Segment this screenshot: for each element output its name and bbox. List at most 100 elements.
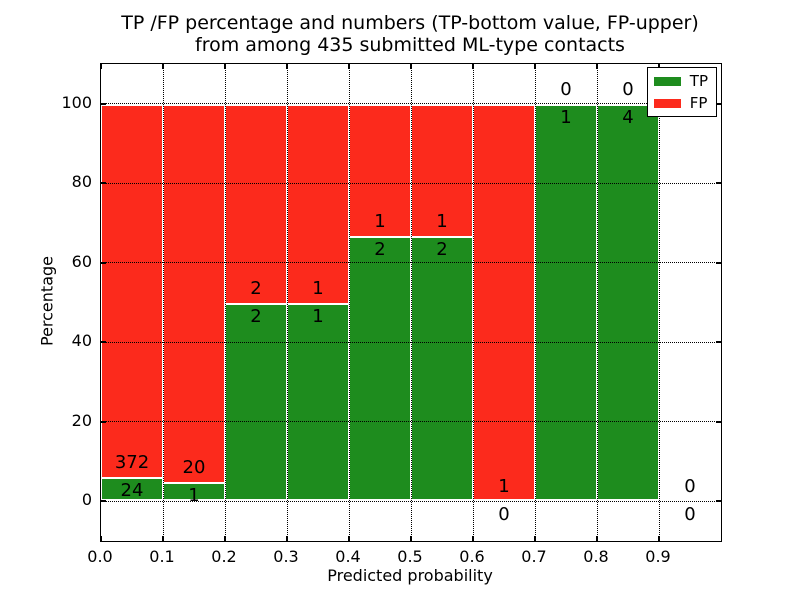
bar-label-fp-0.7-0.8: 0 — [560, 78, 572, 100]
bar-fp-0.4-0.5 — [350, 103, 410, 237]
xtick-bottom-0.7 — [534, 536, 536, 541]
ytick-right-80 — [716, 182, 721, 185]
bar-fp-0.5-0.6 — [412, 103, 472, 237]
ytick-left-100 — [101, 102, 106, 105]
y-tick-label-20: 20 — [71, 410, 92, 430]
gridline-x-0.6 — [472, 64, 474, 541]
xtick-bottom-0 — [100, 536, 102, 541]
fp-color-swatch-icon — [653, 98, 681, 108]
x-tick-label-0.2: 0.2 — [211, 547, 237, 566]
xtick-top-0.8 — [596, 64, 598, 69]
ytick-left-60 — [101, 261, 106, 264]
x-tick-label-0.5: 0.5 — [397, 547, 423, 566]
bar-label-tp-0.6-0.7: 0 — [498, 504, 510, 526]
x-axis-label: Predicted probability — [327, 566, 493, 585]
xtick-top-0.4 — [348, 64, 350, 69]
xtick-bottom-0.8 — [596, 536, 598, 541]
x-tick-label-0.7: 0.7 — [521, 547, 547, 566]
gridline-x-0.9 — [658, 64, 660, 541]
chart-title-line2: from among 435 submitted ML-type contact… — [195, 34, 625, 56]
x-tick-label-0.4: 0.4 — [335, 547, 361, 566]
bar-label-fp-0.9-1: 0 — [684, 476, 696, 498]
bar-tp-0.3-0.4 — [288, 302, 348, 502]
bar-tp-0.2-0.3 — [226, 302, 286, 502]
bar-label-fp-0.5-0.6: 1 — [436, 211, 448, 233]
y-tick-label-60: 60 — [71, 251, 92, 271]
bar-label-tp-0.5-0.6: 2 — [436, 239, 448, 261]
ytick-left-0 — [101, 500, 106, 503]
bar-label-tp-0.8-0.9: 4 — [622, 106, 634, 128]
chart-title: TP /FP percentage and numbers (TP-bottom… — [10, 12, 800, 56]
bar-label-fp-0-0.1: 372 — [114, 452, 150, 474]
bar-tp-0.4-0.5 — [350, 236, 410, 502]
ytick-right-100 — [716, 102, 721, 105]
ytick-left-80 — [101, 182, 106, 185]
y-tick-label-0: 0 — [81, 490, 92, 510]
y-tick-label-100: 100 — [61, 92, 92, 112]
ytick-right-0 — [716, 500, 721, 503]
bar-fp-0.3-0.4 — [288, 103, 348, 303]
ytick-right-40 — [716, 341, 721, 344]
x-tick-label-0.3: 0.3 — [273, 547, 299, 566]
xtick-bottom-0.1 — [162, 536, 164, 541]
xtick-top-0 — [100, 64, 102, 69]
bar-label-fp-0.3-0.4: 1 — [312, 277, 324, 299]
xtick-bottom-0.5 — [410, 536, 412, 541]
bar-label-fp-0.8-0.9: 0 — [622, 78, 634, 100]
x-tick-label-0.1: 0.1 — [149, 547, 175, 566]
gridline-x-0.1 — [162, 64, 164, 541]
legend-label-fp: FP — [689, 94, 708, 112]
bar-label-tp-0.3-0.4: 1 — [312, 305, 324, 327]
x-tick-label-0.8: 0.8 — [583, 547, 609, 566]
y-tick-label-80: 80 — [71, 172, 92, 192]
xtick-top-0.1 — [162, 64, 164, 69]
bar-label-fp-0.1-0.2: 20 — [182, 457, 206, 479]
plot-area: TP FP 372 24 20 1 2 2 1 1 1 2 1 2 1 0 0 1 0 4 0 0 — [100, 63, 722, 542]
y-tick-label-40: 40 — [71, 331, 92, 351]
ytick-right-60 — [716, 261, 721, 264]
bar-fp-0.6-0.7 — [474, 103, 534, 502]
bar-label-tp-0.7-0.8: 1 — [560, 106, 572, 128]
x-tick-label-0.6: 0.6 — [459, 547, 485, 566]
gridline-x-0.8 — [596, 64, 598, 541]
bar-label-tp-0-0.1: 24 — [120, 480, 144, 502]
ytick-left-40 — [101, 341, 106, 344]
bar-tp-0.7-0.8 — [536, 103, 596, 502]
bar-tp-0.1-0.2 — [164, 482, 224, 502]
tp-color-swatch-icon — [653, 76, 681, 86]
x-tick-label-0.9: 0.9 — [645, 547, 671, 566]
bar-fp-0.2-0.3 — [226, 103, 286, 303]
gridline-x-0.3 — [286, 64, 288, 541]
chart-title-line1: TP /FP percentage and numbers (TP-bottom… — [121, 12, 699, 34]
gridline-x-0.2 — [224, 64, 226, 541]
bar-label-tp-0.2-0.3: 2 — [250, 305, 262, 327]
xtick-top-0.2 — [224, 64, 226, 69]
bar-label-fp-0.6-0.7: 1 — [498, 476, 510, 498]
ytick-left-20 — [101, 420, 106, 423]
xtick-bottom-0.9 — [658, 536, 660, 541]
legend-entry-tp: TP — [653, 72, 708, 90]
gridline-x-0.7 — [534, 64, 536, 541]
xtick-top-0.7 — [534, 64, 536, 69]
xtick-top-0.5 — [410, 64, 412, 69]
xtick-top-0.6 — [472, 64, 474, 69]
legend-entry-fp: FP — [653, 94, 708, 112]
x-tick-label-0.0: 0.0 — [87, 547, 113, 566]
xtick-bottom-0.6 — [472, 536, 474, 541]
bar-label-tp-0.9-1: 0 — [684, 504, 696, 526]
xtick-bottom-0.4 — [348, 536, 350, 541]
gridline-x-0.5 — [410, 64, 412, 541]
gridline-x-0.4 — [348, 64, 350, 541]
bar-label-fp-0.2-0.3: 2 — [250, 277, 262, 299]
ytick-right-20 — [716, 420, 721, 423]
bar-label-tp-0.4-0.5: 2 — [374, 239, 386, 261]
bar-label-tp-0.1-0.2: 1 — [188, 485, 200, 507]
bar-tp-0-0.1 — [102, 477, 162, 502]
bar-tp-0.8-0.9 — [598, 103, 658, 502]
legend-label-tp: TP — [689, 72, 708, 90]
xtick-bottom-0.3 — [286, 536, 288, 541]
bar-tp-0.5-0.6 — [412, 236, 472, 502]
legend: TP FP — [646, 67, 717, 117]
xtick-top-0.9 — [658, 64, 660, 69]
